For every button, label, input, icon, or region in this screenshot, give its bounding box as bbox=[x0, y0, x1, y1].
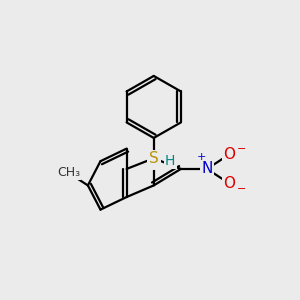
Text: −: − bbox=[237, 144, 247, 154]
Text: −: − bbox=[237, 184, 247, 194]
Text: +: + bbox=[196, 152, 206, 162]
Text: S: S bbox=[149, 151, 159, 166]
Text: N: N bbox=[201, 161, 213, 176]
Text: O: O bbox=[223, 176, 235, 191]
Text: N: N bbox=[148, 154, 159, 169]
Text: H: H bbox=[165, 154, 175, 168]
Text: CH₃: CH₃ bbox=[57, 166, 80, 179]
Text: O: O bbox=[223, 147, 235, 162]
